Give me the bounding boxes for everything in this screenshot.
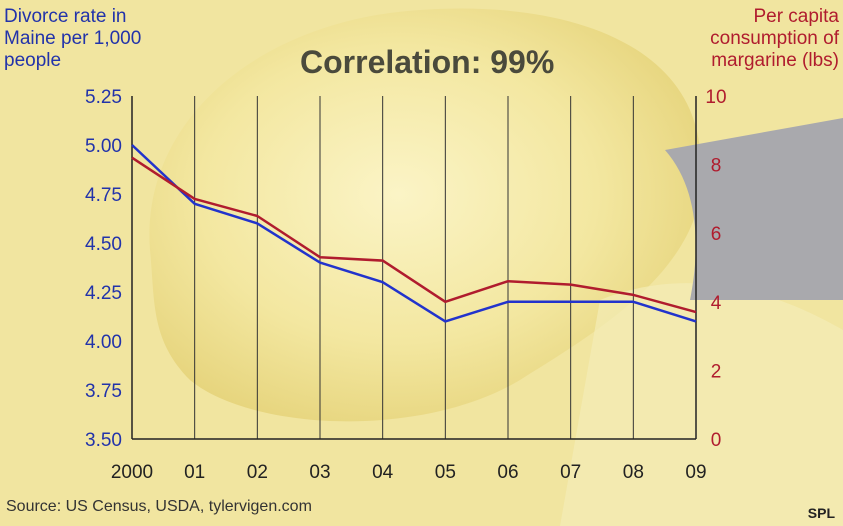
x-tick-label: 03 [309,462,330,483]
divorce-rate-line [131,144,697,323]
right-tick-label: 6 [711,224,722,245]
x-tick-labels: 2000 01 02 03 04 05 06 07 08 09 [111,462,707,483]
x-tick-label: 2000 [111,462,153,483]
x-tick-label: 08 [623,462,644,483]
left-tick-label: 3.50 [85,430,122,451]
left-tick-label: 5.00 [85,136,122,157]
margarine-consumption-line [131,156,697,314]
left-tick-label: 4.25 [85,283,122,304]
left-tick-label: 5.25 [85,87,122,108]
x-tick-label: 04 [372,462,394,483]
right-y-tick-labels: 10 8 6 4 2 0 [705,87,726,451]
left-tick-label: 4.00 [85,332,122,353]
left-axis-label: Divorce rate in Maine per 1,000 people [4,6,142,71]
x-tick-label: 07 [560,462,581,483]
x-tick-label: 09 [685,462,706,483]
left-y-tick-labels: 5.25 5.00 4.75 4.50 4.25 4.00 3.75 3.50 [85,87,122,451]
x-tick-label: 02 [247,462,268,483]
left-tick-label: 3.75 [85,381,122,402]
right-tick-label: 2 [711,361,722,382]
x-tick-label: 06 [497,462,518,483]
chart-title: Correlation: 99% [300,44,555,80]
image-credit: SPL [807,505,835,521]
right-axis-label: Per capita consumption of margarine (lbs… [710,6,839,71]
vertical-gridlines [194,96,634,439]
series-lines [131,144,697,323]
right-tick-label: 0 [711,430,722,451]
right-tick-label: 10 [705,87,726,108]
x-tick-label: 01 [184,462,205,483]
right-tick-label: 8 [711,156,722,177]
x-tick-label: 05 [435,462,456,483]
left-tick-label: 4.75 [85,185,122,206]
source-note: Source: US Census, USDA, tylervigen.com [6,498,312,515]
right-tick-label: 4 [711,293,722,314]
left-tick-label: 4.50 [85,234,122,255]
